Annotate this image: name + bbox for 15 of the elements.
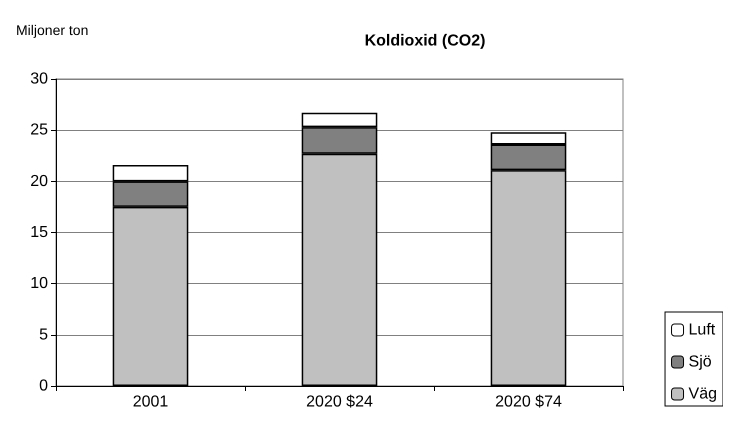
legend-label: Luft xyxy=(688,322,716,338)
y-tick-label: 0 xyxy=(39,378,48,394)
legend-label: Sjö xyxy=(688,354,712,370)
legend-label: Väg xyxy=(688,386,717,402)
y-tick-label: 15 xyxy=(30,224,48,241)
y-tick-label: 5 xyxy=(39,326,48,344)
y-tick-label: 25 xyxy=(30,122,48,139)
x-tick-label: 2020 $24 xyxy=(306,394,373,410)
chart-title: Koldioxid (CO2) xyxy=(364,32,486,50)
y-axis-title: Miljoner ton xyxy=(16,22,88,38)
y-tick-label: 20 xyxy=(30,172,48,190)
x-tick-label: 2001 xyxy=(132,394,168,410)
x-tick-label: 2020 $74 xyxy=(495,394,562,410)
y-tick-label: 30 xyxy=(30,70,48,88)
y-tick-label: 10 xyxy=(30,275,48,292)
